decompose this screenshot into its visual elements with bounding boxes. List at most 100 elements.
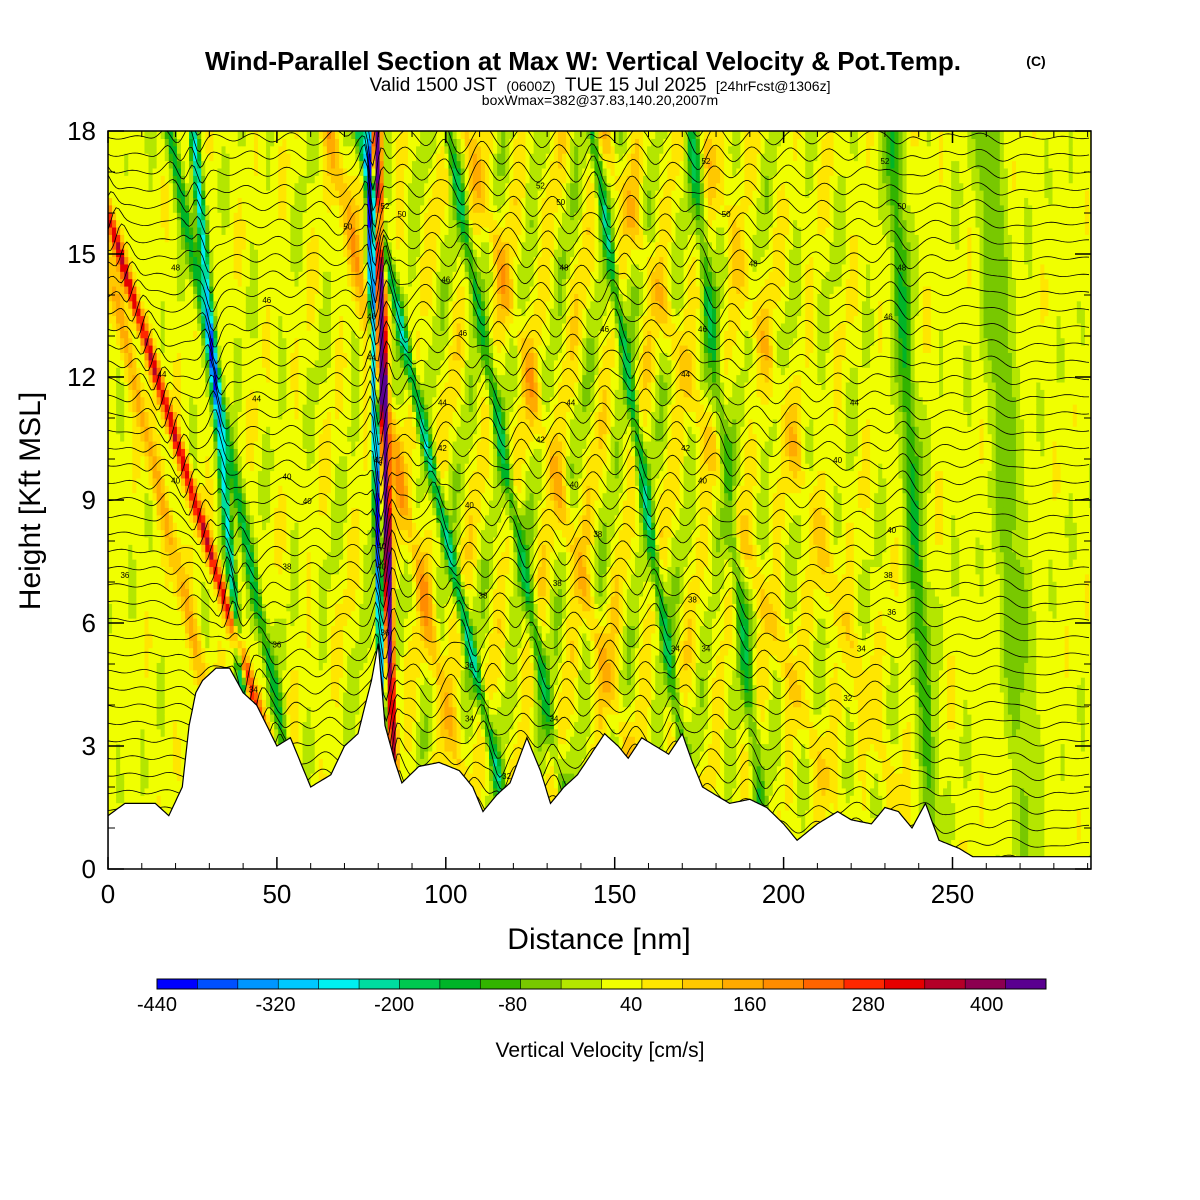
velocity-cell: [237, 389, 243, 398]
velocity-cell: [116, 263, 121, 272]
velocity-cell: [201, 138, 206, 147]
velocity-cell: [168, 448, 174, 457]
velocity-cell: [274, 197, 279, 206]
velocity-cell: [201, 647, 206, 656]
velocity-cell: [152, 278, 158, 287]
velocity-cell: [168, 551, 174, 560]
velocity-cell: [245, 182, 251, 191]
velocity-cell: [290, 381, 296, 390]
velocity-cell: [290, 595, 296, 604]
velocity-cell: [290, 219, 296, 228]
velocity-cell: [156, 197, 162, 206]
velocity-cell: [140, 440, 146, 449]
velocity-cell: [136, 765, 142, 774]
velocity-cell: [205, 455, 210, 464]
velocity-cell: [197, 492, 202, 501]
velocity-cell: [197, 677, 202, 686]
velocity-cell: [237, 160, 243, 169]
velocity-cell: [112, 249, 117, 258]
velocity-cell: [290, 411, 296, 420]
velocity-cell: [168, 249, 174, 258]
velocity-cell: [128, 381, 133, 390]
velocity-cell: [164, 204, 170, 213]
velocity-cell: [274, 308, 279, 317]
velocity-cell: [298, 448, 304, 457]
velocity-cell: [298, 182, 304, 191]
velocity-cell: [262, 404, 267, 413]
velocity-cell: [209, 411, 214, 420]
velocity-cell: [237, 566, 243, 575]
velocity-cell: [290, 477, 296, 486]
velocity-cell: [201, 492, 206, 501]
velocity-cell: [185, 411, 190, 420]
velocity-cell: [180, 581, 186, 590]
velocity-cell: [221, 411, 227, 420]
velocity-cell: [185, 595, 190, 604]
velocity-cell: [180, 536, 186, 545]
velocity-cell: [108, 131, 113, 139]
velocity-cell: [233, 455, 239, 464]
velocity-cell: [221, 647, 227, 656]
velocity-cell: [172, 691, 178, 700]
velocity-cell: [112, 618, 117, 627]
velocity-cell: [193, 654, 198, 663]
velocity-cell: [176, 492, 182, 501]
velocity-cell: [262, 714, 267, 722]
velocity-cell: [132, 455, 137, 464]
velocity-cell: [148, 138, 154, 147]
velocity-cell: [229, 654, 235, 663]
velocity-cell: [209, 197, 214, 206]
velocity-cell: [306, 721, 312, 730]
velocity-cell: [225, 581, 231, 590]
velocity-cell: [144, 728, 150, 737]
velocity-cell: [298, 699, 304, 708]
velocity-cell: [282, 389, 287, 398]
velocity-cell: [180, 618, 186, 627]
velocity-cell: [274, 271, 279, 280]
velocity-cell: [152, 448, 158, 457]
velocity-cell: [249, 308, 255, 317]
velocity-cell: [185, 256, 190, 265]
velocity-cell: [189, 492, 194, 501]
velocity-cell: [132, 610, 137, 619]
velocity-cell: [152, 662, 158, 671]
velocity-cell: [233, 411, 239, 420]
velocity-cell: [132, 566, 137, 575]
velocity-cell: [156, 750, 162, 759]
velocity-cell: [189, 522, 194, 531]
velocity-cell: [249, 212, 255, 221]
velocity-cell: [245, 337, 251, 346]
velocity-cell: [124, 795, 129, 804]
velocity-cell: [241, 278, 247, 287]
velocity-cell: [136, 588, 142, 597]
velocity-cell: [176, 226, 182, 235]
velocity-cell: [180, 588, 186, 597]
velocity-cell: [193, 175, 198, 184]
velocity-cell: [205, 315, 210, 324]
velocity-cell: [245, 426, 251, 435]
velocity-cell: [262, 640, 267, 649]
velocity-cell: [278, 625, 283, 634]
velocity-cell: [132, 581, 137, 590]
velocity-cell: [270, 448, 275, 457]
velocity-cell: [144, 588, 150, 597]
velocity-cell: [237, 470, 243, 479]
velocity-cell: [221, 492, 227, 501]
velocity-cell: [294, 632, 300, 641]
velocity-cell: [124, 773, 129, 782]
velocity-cell: [164, 145, 170, 154]
velocity-cell: [180, 684, 186, 693]
velocity-cell: [217, 219, 223, 228]
velocity-cell: [156, 396, 162, 405]
velocity-cell: [197, 477, 202, 486]
velocity-cell: [140, 750, 146, 759]
velocity-cell: [193, 167, 198, 176]
velocity-cell: [209, 551, 214, 560]
velocity-cell: [249, 263, 255, 272]
velocity-cell: [274, 359, 279, 368]
velocity-cell: [120, 426, 125, 435]
velocity-cell: [148, 404, 154, 413]
velocity-cell: [144, 765, 150, 774]
velocity-cell: [213, 241, 219, 250]
velocity-cell: [201, 359, 206, 368]
